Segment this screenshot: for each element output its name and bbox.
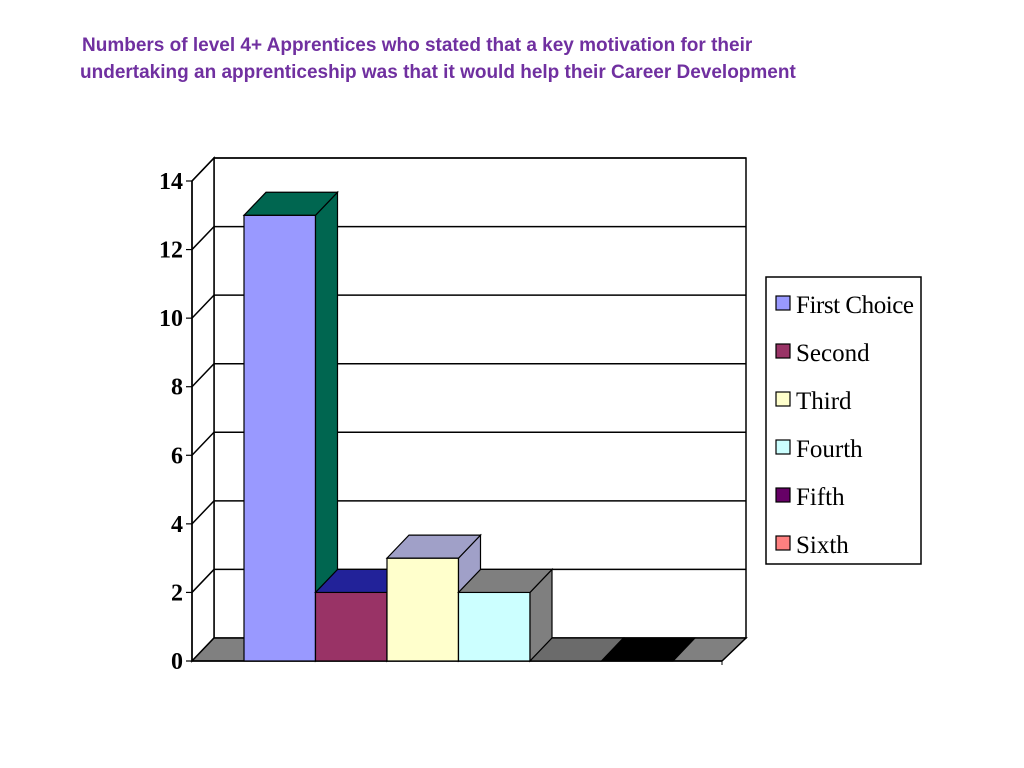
legend-box — [765, 276, 922, 565]
chart-gridlines — [191, 157, 746, 593]
gridline — [191, 294, 746, 319]
gridline — [191, 500, 746, 525]
y-tick-label: 10 — [159, 306, 183, 332]
legend-swatch — [775, 439, 791, 455]
legend-label: First Choice — [796, 292, 914, 319]
bar-sixth-top — [600, 637, 697, 662]
legend-swatch — [775, 343, 791, 359]
chart-title-line-2: undertaking an apprenticeship was that i… — [80, 62, 796, 83]
bar-third-top — [385, 534, 482, 559]
y-tick-label: 8 — [171, 375, 183, 401]
legend-swatch — [775, 535, 791, 551]
y-axis: 0 2 4 6 8 10 12 14 — [159, 169, 193, 675]
bar-first-choice-front — [243, 214, 317, 662]
legend-label: Fifth — [796, 484, 845, 511]
legend-label: Fourth — [796, 436, 863, 463]
gridline — [191, 568, 746, 593]
y-tick-label: 14 — [159, 169, 183, 195]
y-tick-label: 0 — [171, 649, 183, 675]
legend-label: Sixth — [796, 532, 849, 559]
bar-fourth-top — [457, 568, 554, 594]
legend-label: Second — [796, 340, 870, 367]
legend-swatch — [775, 295, 791, 311]
chart-bars — [242, 190, 697, 663]
bar-third-front — [386, 557, 460, 662]
chart-legend: First Choice Second Third Fourth Fifth Sixth — [765, 276, 922, 565]
gridline — [191, 157, 746, 182]
bar-first-choice-top — [242, 191, 339, 216]
y-tick-label: 12 — [159, 238, 183, 264]
bar-fourth-front — [457, 591, 531, 662]
side-wall — [191, 156, 215, 663]
legend-label: Third — [796, 388, 852, 415]
y-tick-label: 2 — [171, 580, 183, 606]
y-tick-label: 6 — [171, 443, 183, 469]
chart-title-line-1: Numbers of level 4+ Apprentices who stat… — [82, 35, 753, 56]
gridline — [191, 431, 746, 456]
bar-first-choice — [242, 190, 339, 663]
bar-fourth — [457, 567, 554, 663]
legend-swatch — [775, 391, 791, 407]
bar-second-front — [314, 591, 388, 662]
y-tick-label: 4 — [171, 512, 183, 538]
bar-sixth — [600, 637, 697, 662]
legend-swatch — [775, 487, 791, 503]
gridline — [191, 362, 746, 388]
gridline — [191, 225, 746, 251]
